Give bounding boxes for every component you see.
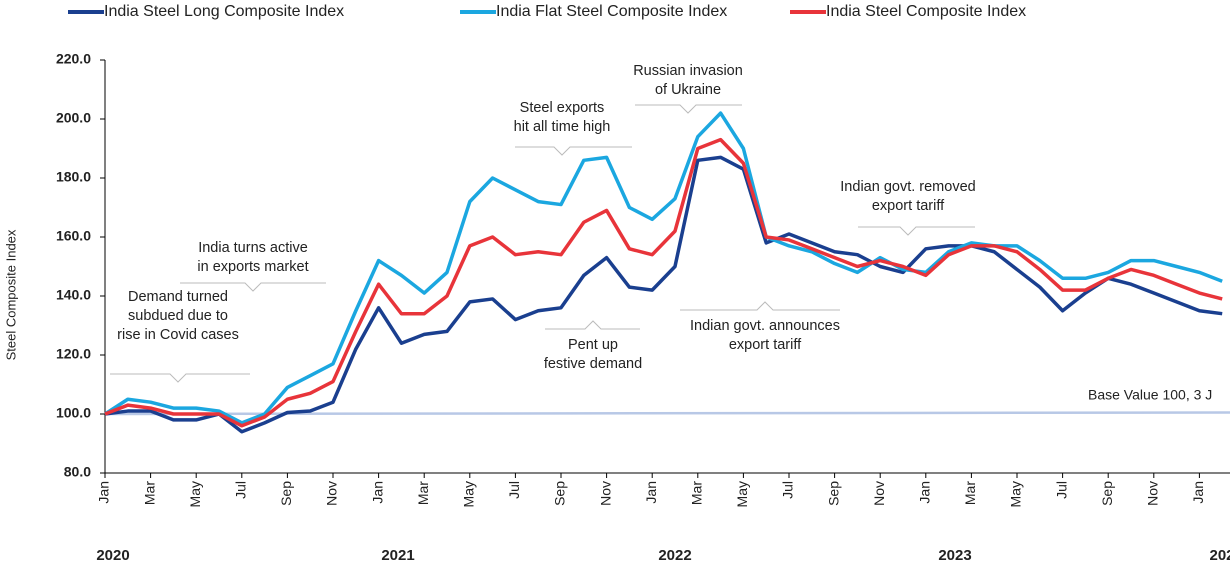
x-tick-label: Jan: [369, 481, 385, 504]
x-tick-label: Nov: [324, 481, 340, 506]
x-tick-label: Sep: [278, 481, 294, 506]
annotation-leader: [515, 146, 632, 156]
series-line: [104, 155, 1223, 434]
annotation: Steel exports: [520, 100, 605, 116]
x-tick-label: Mar: [415, 481, 431, 505]
legend-label: India Flat Steel Composite Index: [496, 3, 727, 20]
annotation-leader: [110, 373, 250, 383]
x-tick-label: Nov: [871, 481, 887, 506]
x-tick-label: Jan: [643, 481, 659, 504]
y-tick-label: 80.0: [64, 464, 91, 480]
year-label: 2020: [96, 547, 129, 564]
x-tick-label: Jul: [780, 481, 796, 499]
baseline: [104, 411, 1230, 416]
y-tick-label: 220.0: [56, 51, 91, 67]
legend-label: India Steel Long Composite Index: [104, 3, 344, 20]
series-line: [104, 111, 1223, 425]
y-tick-label: 120.0: [56, 346, 91, 362]
x-tick-label: Nov: [1145, 481, 1161, 506]
annotation: Russian invasion: [633, 63, 743, 79]
annotation: in exports market: [197, 259, 308, 275]
annotation-leader: [680, 301, 840, 311]
y-axis-label: Steel Composite Index: [3, 229, 18, 360]
y-tick-label: 100.0: [56, 405, 91, 421]
annotation: India turns active: [198, 240, 308, 256]
y-tick-label: 160.0: [56, 228, 91, 244]
annotation-leader: [180, 282, 326, 292]
baseline-label: Base Value 100, 3 J: [1088, 387, 1212, 403]
annotation: Indian govt. removed: [840, 179, 975, 195]
annotation: export tariff: [872, 198, 945, 214]
legend-label: India Steel Composite Index: [826, 3, 1026, 20]
x-tick-label: Jan: [96, 481, 112, 504]
x-tick-label: May: [187, 481, 203, 507]
annotation: hit all time high: [514, 119, 611, 135]
x-tick-label: Mar: [689, 481, 705, 505]
year-label: 2023: [938, 547, 971, 564]
series-line: [104, 137, 1223, 428]
x-tick-label: May: [734, 481, 750, 507]
annotation-leader: [545, 320, 640, 330]
x-tick-label: Mar: [141, 481, 157, 505]
annotation: export tariff: [729, 337, 802, 353]
annotation-leader: [635, 104, 742, 114]
year-label: 202: [1209, 547, 1230, 564]
y-tick-label: 140.0: [56, 287, 91, 303]
y-tick-label: 180.0: [56, 169, 91, 185]
annotation: rise in Covid cases: [117, 327, 239, 343]
year-label: 2022: [658, 547, 691, 564]
x-tick-label: Jan: [1190, 481, 1206, 504]
x-tick-label: Sep: [825, 481, 841, 506]
x-tick-label: May: [461, 481, 477, 507]
x-tick-label: Sep: [552, 481, 568, 506]
annotation: Demand turned: [128, 289, 228, 305]
x-tick-label: Mar: [962, 481, 978, 505]
x-tick-label: Jul: [233, 481, 249, 499]
annotation: Indian govt. announces: [690, 318, 840, 334]
year-label: 2021: [381, 547, 414, 564]
annotation: subdued due to: [128, 308, 228, 324]
x-tick-label: Nov: [597, 481, 613, 506]
x-tick-label: Jan: [917, 481, 933, 504]
annotation: Pent up: [568, 337, 618, 353]
y-tick-label: 200.0: [56, 110, 91, 126]
x-tick-label: Jul: [506, 481, 522, 499]
x-tick-label: Jul: [1053, 481, 1069, 499]
x-tick-label: May: [1008, 481, 1024, 507]
annotation: festive demand: [544, 356, 642, 372]
annotation: of Ukraine: [655, 82, 721, 98]
annotation-leader: [858, 226, 975, 236]
x-tick-label: Sep: [1099, 481, 1115, 506]
